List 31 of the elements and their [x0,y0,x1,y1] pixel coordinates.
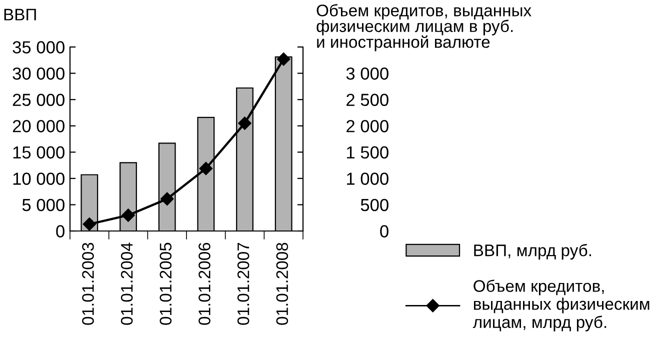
y-tick-label: 0 [56,225,64,238]
point [122,208,135,222]
x-tick-label: 01.01.2006 [198,242,210,325]
point [276,52,290,66]
x-tick-label: 01.01.2007 [237,242,250,325]
y2-tick-label: 1 000 [346,172,388,185]
y2-tick-label: 2 000 [346,120,388,132]
legend-label: ВВП, млрд руб. [474,244,592,260]
y2-tick-label: 0 [380,225,388,238]
legend-label: Объем кредитов, выданных физическим лицам, млрд руб. [472,280,650,332]
y-tick-label: 10 000 [13,172,64,185]
point [199,162,213,176]
y2-tick-label: 2 500 [346,94,388,106]
y-axis-title: ВВП [4,8,36,20]
y-tick-label: 30 000 [12,67,64,80]
y2-tick-label: 1 500 [346,146,388,159]
point [238,116,252,130]
x-tick-label: 01.01.2004 [120,242,133,325]
x-tick-label: 01.01.2003 [82,242,94,325]
y-tick-label: 35 000 [12,41,64,54]
y2-tick-label: 3 000 [346,67,388,80]
y-tick-label: 20 000 [12,120,64,132]
point [82,218,96,231]
point [160,192,174,206]
y-tick-label: 5 000 [22,198,64,212]
y-tick-label: 25 000 [12,94,64,106]
x-tick-label: 01.01.2008 [276,242,288,325]
y-tick-label: 15 000 [13,146,64,159]
y2-tick-label: 500 [360,198,388,212]
x-tick-label: 01.01.2005 [160,242,172,325]
y2-axis-title: Объем кредитов, выданных физическим лицам в руб. и иностранной валюте [316,4,532,52]
